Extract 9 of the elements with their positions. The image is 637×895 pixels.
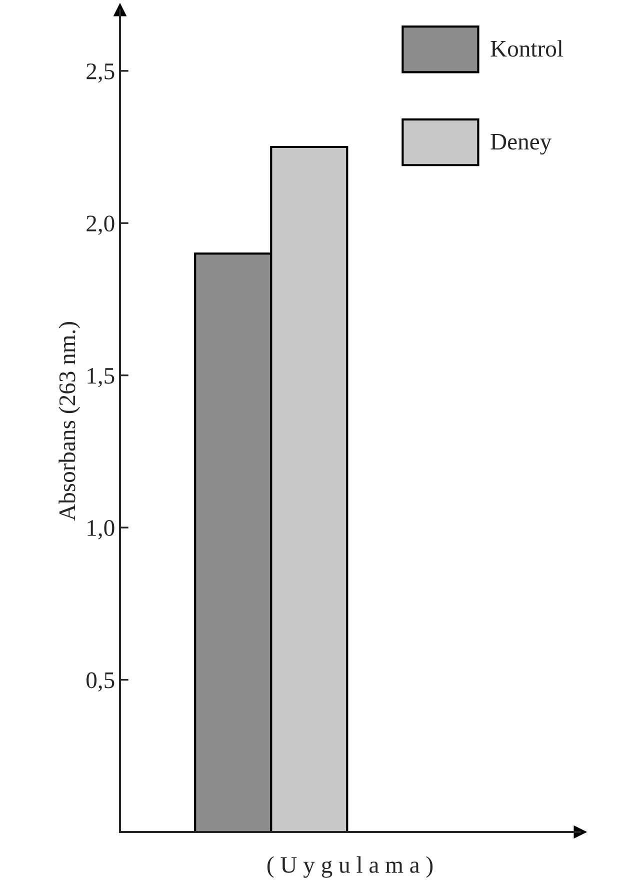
y-tick-label: 2,5 — [86, 63, 114, 83]
legend-label: Deney — [490, 134, 552, 155]
legend-label: Kontrol — [490, 40, 563, 57]
y-tick-label: 0,5 — [86, 672, 114, 692]
y-axis-title: Absorbans (263 nm.) — [58, 322, 80, 521]
y-tick-label: 2,0 — [86, 216, 114, 235]
y-tick-label: 1,0 — [88, 520, 114, 540]
y-tick-label: 1,5 — [88, 368, 114, 388]
x-axis-title: ( U y g u l a m a ) — [267, 856, 433, 878]
